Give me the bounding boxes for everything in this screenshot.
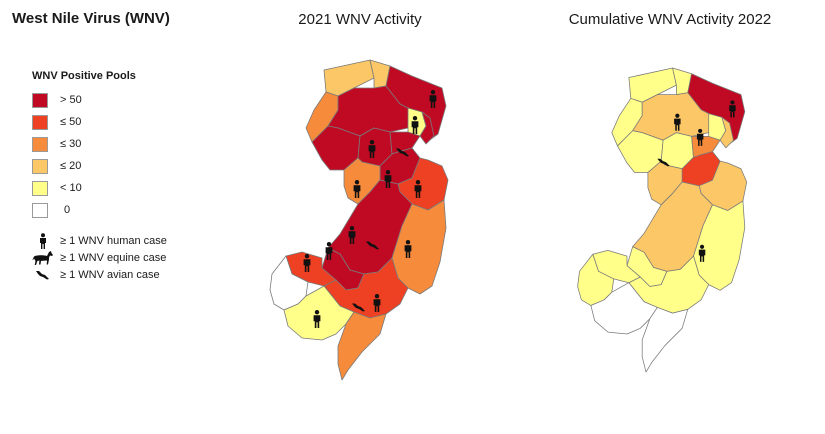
human-icon — [32, 233, 54, 249]
legend-label: ≥ 1 WNV equine case — [60, 252, 167, 264]
legend-item-avian: ≥ 1 WNV avian case — [32, 267, 222, 283]
human-icon — [674, 113, 681, 131]
legend-label: ≥ 1 WNV human case — [60, 235, 167, 247]
human-icon — [303, 254, 311, 272]
case-markers-2021 — [303, 90, 437, 328]
human-icon — [411, 116, 419, 134]
bird-icon — [396, 148, 409, 157]
legend-label: < 10 — [60, 182, 82, 194]
case-markers-2022 — [657, 100, 736, 262]
legend-title: WNV Positive Pools — [32, 70, 136, 82]
legend-item-lt10: < 10 — [32, 177, 222, 199]
legend-swatch — [32, 114, 48, 130]
county-ocean — [693, 200, 746, 291]
legend-label: > 50 — [60, 94, 82, 106]
human-icon — [313, 310, 321, 328]
county-hudson — [419, 111, 435, 145]
bird-icon — [32, 269, 54, 281]
legend-swatch — [32, 158, 48, 174]
legend-label: ≤ 30 — [60, 138, 82, 150]
legend-item-le20: ≤ 20 — [32, 155, 222, 177]
human-icon — [414, 180, 422, 198]
bird-icon — [352, 303, 365, 312]
page-title: West Nile Virus (WNV) — [12, 10, 170, 27]
horse-icon — [32, 250, 54, 266]
nj-counties-2021 — [269, 59, 449, 381]
legend: WNV Positive Pools > 50 ≤ 50 ≤ 30 ≤ 20 <… — [32, 70, 222, 283]
legend-item-le30: ≤ 30 — [32, 133, 222, 155]
human-icon — [348, 226, 356, 244]
map-2022 — [570, 48, 760, 393]
human-icon — [729, 100, 736, 118]
human-icon — [325, 242, 333, 260]
county-ocean — [391, 199, 447, 295]
human-icon — [696, 128, 704, 146]
county-hudson — [719, 117, 734, 149]
legend-item-equine: ≥ 1 WNV equine case — [32, 250, 222, 266]
human-icon — [353, 180, 361, 198]
legend-label: ≤ 50 — [60, 116, 82, 128]
human-icon — [429, 90, 437, 108]
human-icon — [404, 240, 412, 258]
legend-item-zero: 0 — [32, 199, 222, 221]
human-icon — [698, 244, 706, 262]
human-icon — [373, 294, 381, 312]
county-cape-may — [337, 311, 387, 381]
legend-item-le50: ≤ 50 — [32, 111, 222, 133]
legend-label: ≤ 20 — [60, 160, 82, 172]
map-title-2021: 2021 WNV Activity — [298, 11, 422, 28]
bird-icon — [366, 241, 379, 250]
county-cape-may — [641, 307, 689, 373]
map-title-2022: Cumulative WNV Activity 2022 — [568, 11, 772, 28]
legend-label: ≥ 1 WNV avian case — [60, 269, 160, 281]
legend-item-human: ≥ 1 WNV human case — [32, 233, 222, 249]
legend-swatch — [32, 136, 48, 152]
legend-swatch — [32, 180, 48, 196]
legend-item-gt50: > 50 — [32, 89, 222, 111]
human-icon — [368, 140, 376, 158]
human-icon — [384, 170, 392, 188]
bird-icon — [657, 158, 670, 167]
nj-counties-2022 — [577, 67, 748, 373]
legend-label: 0 — [64, 204, 71, 216]
legend-swatch — [32, 202, 48, 218]
legend-swatch — [32, 92, 48, 108]
map-2021 — [262, 48, 462, 393]
